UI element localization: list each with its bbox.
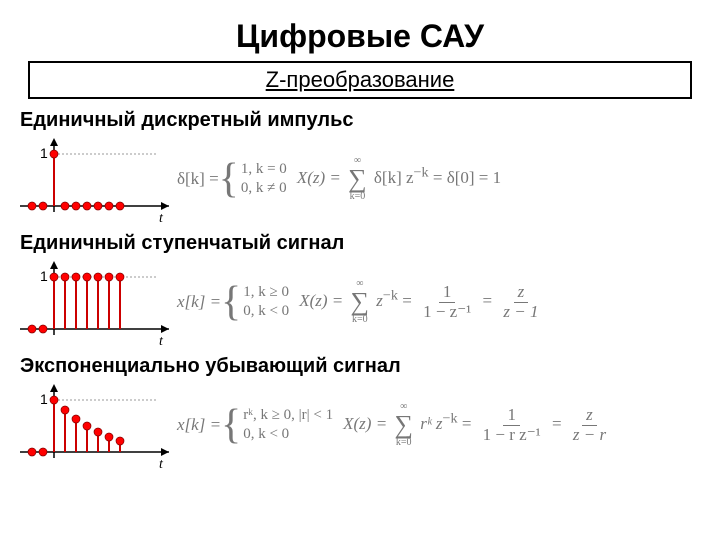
graph-exp: 1t [12,380,177,470]
section-heading-step: Единичный ступенчатый сигнал [20,232,720,255]
formula-step: x[k] = { 1, k ≥ 0 0, k < 0 X(z) = ∞∑k=0 … [177,279,545,325]
formula-exp: x[k] = { rᵏ, k ≥ 0, |r| < 1 0, k < 0 X(z… [177,402,613,448]
row-exp: 1t x[k] = { rᵏ, k ≥ 0, |r| < 1 0, k < 0 … [12,380,720,470]
svg-text:t: t [159,211,164,224]
svg-text:1: 1 [40,391,48,407]
row-impulse: 1t δ[k] = { 1, k = 0 0, k ≠ 0 X(z) = ∞∑k… [12,134,720,224]
svg-text:t: t [159,457,164,470]
row-step: 1t x[k] = { 1, k ≥ 0 0, k < 0 X(z) = ∞∑k… [12,257,720,347]
subtitle-box: Z-преобразование [28,61,692,99]
section-heading-exp: Экспоненциально убывающий сигнал [20,355,720,378]
svg-text:1: 1 [40,145,48,161]
svg-text:t: t [159,334,164,347]
svg-text:1: 1 [40,268,48,284]
section-heading-impulse: Единичный дискретный импульс [20,109,720,132]
formula-impulse: δ[k] = { 1, k = 0 0, k ≠ 0 X(z) = ∞∑k=0 … [177,156,501,202]
graph-impulse: 1t [12,134,177,224]
page-title: Цифровые САУ [0,0,720,61]
graph-step: 1t [12,257,177,347]
